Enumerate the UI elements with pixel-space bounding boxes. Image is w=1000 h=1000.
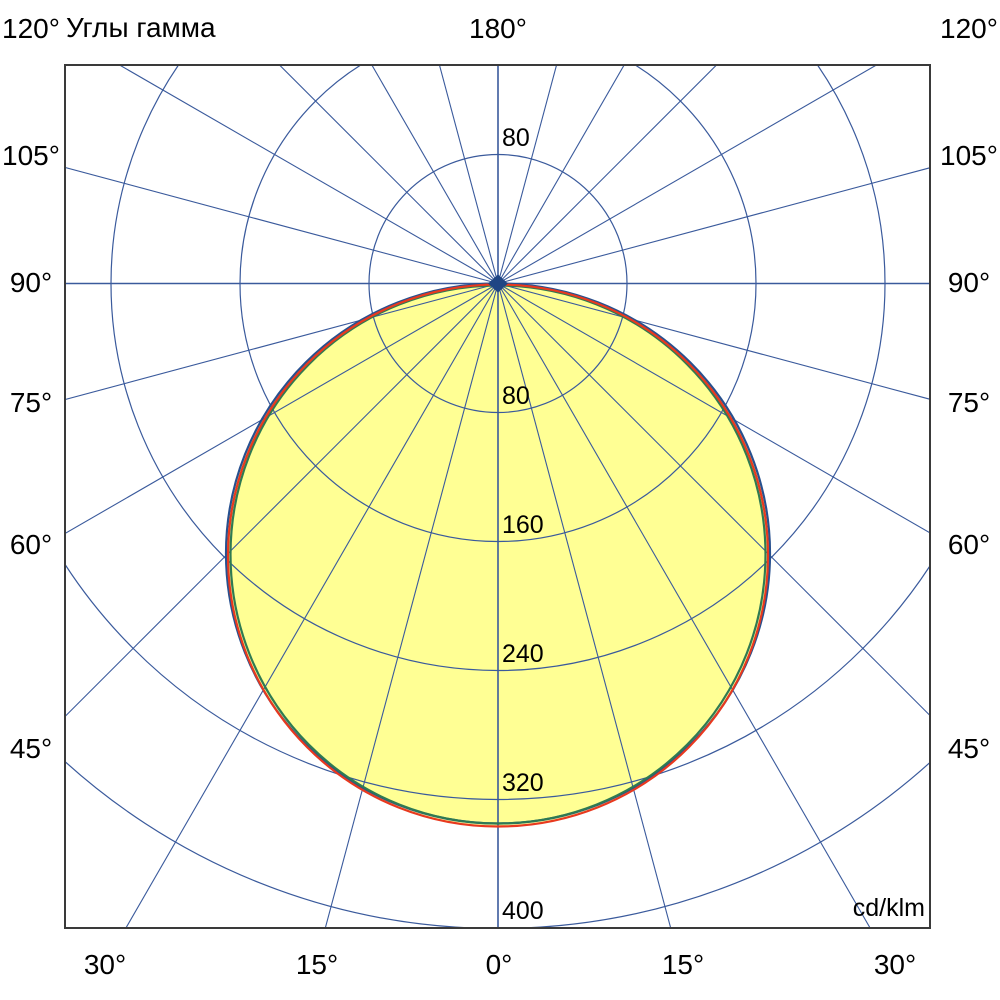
gamma-label-top-180: 180° xyxy=(469,13,527,44)
gamma-ray-minus-165 xyxy=(438,65,499,284)
gamma-label-right-75: 75° xyxy=(947,387,991,418)
curve-fills xyxy=(226,283,770,827)
radial-tick-80-upper: 80 xyxy=(502,124,530,152)
gamma-ray-165 xyxy=(497,65,558,284)
radial-units-label: cd/klm xyxy=(852,894,925,922)
gamma-ray-minus-120 xyxy=(118,65,499,284)
gamma-label-bottom-30R: 30° xyxy=(873,949,917,980)
center-marker xyxy=(488,274,508,293)
gamma-label-top-left-120: 120° xyxy=(2,13,60,44)
gamma-label-left-45: 45° xyxy=(9,733,53,764)
gamma-label-right-60: 60° xyxy=(947,529,991,560)
gamma-ray-minus-45 xyxy=(65,283,499,718)
gamma-ray-45 xyxy=(497,283,930,717)
gamma-label-left-90: 90° xyxy=(9,267,53,298)
gamma-ray-15 xyxy=(497,283,672,928)
gamma-label-left-75: 75° xyxy=(9,387,53,418)
radial-tick-240: 240 xyxy=(502,640,544,668)
radial-tick-160: 160 xyxy=(502,511,544,539)
gamma-ray-minus-135 xyxy=(278,65,499,284)
gamma-label-top-right-120: 120° xyxy=(940,13,998,44)
gamma-ray-minus-75 xyxy=(65,282,499,401)
chart-title: Углы гамма xyxy=(66,12,216,43)
gamma-label-bottom-30L: 30° xyxy=(83,949,127,980)
gamma-ray-60 xyxy=(497,283,930,534)
gamma-label-bottom-15R: 15° xyxy=(661,949,705,980)
radial-tick-320: 320 xyxy=(502,769,544,797)
gamma-label-bottom-15L: 15° xyxy=(295,949,339,980)
gamma-ray-135 xyxy=(497,65,718,284)
gamma-label-right-45: 45° xyxy=(947,733,991,764)
gamma-ray-minus-30 xyxy=(125,283,499,928)
gamma-ray-75 xyxy=(497,282,930,400)
radial-tick-400: 400 xyxy=(502,897,544,925)
gamma-ray-105 xyxy=(497,167,930,285)
gamma-ray-minus-105 xyxy=(65,166,499,285)
radial-tick-80-lower: 80 xyxy=(502,382,530,410)
gamma-label-right-90: 90° xyxy=(947,267,991,298)
gamma-ray-minus-15 xyxy=(324,283,499,928)
gamma-ray-30 xyxy=(497,283,871,928)
gamma-label-bottom-0: 0° xyxy=(485,949,513,980)
gamma-ray-120 xyxy=(497,65,878,284)
gamma-label-right-105: 105° xyxy=(940,140,998,171)
plot-border xyxy=(64,64,931,929)
gamma-ray-150 xyxy=(497,65,625,284)
gamma-label-left-60: 60° xyxy=(9,529,53,560)
gamma-ray-minus-60 xyxy=(65,283,499,535)
gamma-ray-minus-150 xyxy=(371,65,499,284)
gamma-label-left-105: 105° xyxy=(2,140,60,171)
